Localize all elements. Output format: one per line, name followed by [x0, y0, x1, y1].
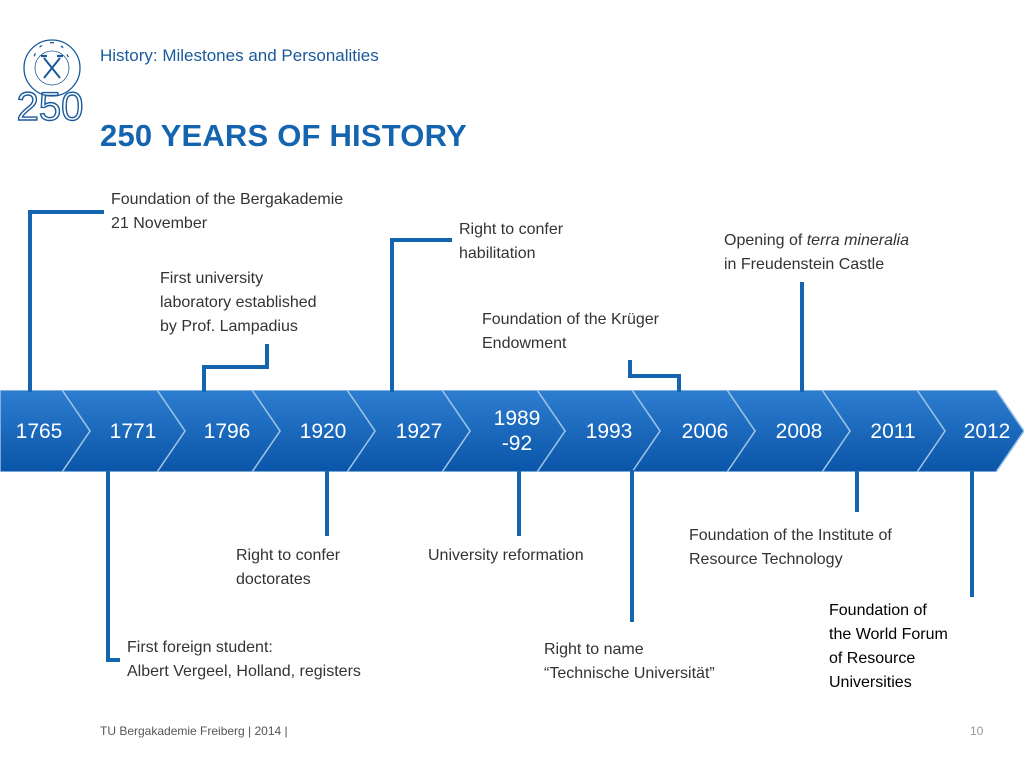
event-2012: Foundation of the World Forum of Resource…	[829, 602, 948, 691]
year-2006: 2006	[681, 419, 729, 443]
year-1993: 1993	[585, 419, 633, 443]
event-1927: Right to confer habilitation	[459, 221, 564, 262]
year-1765: 1765	[15, 419, 63, 443]
year-1989-92: 1989 -92	[493, 407, 541, 455]
year-1796: 1796	[203, 419, 251, 443]
university-logo: 250	[16, 39, 84, 124]
year-1927: 1927	[395, 419, 443, 443]
event-1796: First university laboratory established by…	[160, 270, 317, 335]
year-2011: 2011	[870, 419, 916, 443]
connector-1765	[28, 210, 104, 392]
year-1771: 1771	[109, 419, 157, 443]
year-2008: 2008	[775, 419, 823, 443]
header-title: History: Milestones and Personalities	[100, 46, 379, 65]
event-1920: Right to confer doctorates	[236, 547, 341, 588]
event-1771: First foreign student: Albert Vergeel, Ho…	[127, 639, 361, 680]
event-2006: Foundation of the Krüger Endowment	[482, 311, 660, 352]
timeline-band	[0, 390, 1024, 472]
event-1989-92: University reformation	[428, 547, 584, 564]
year-1920: 1920	[299, 419, 347, 443]
connector-2006	[628, 360, 681, 392]
footer-text: TU Bergakademie Freiberg | 2014 |	[100, 724, 288, 738]
page-number: 10	[970, 724, 984, 738]
logo-number: 250	[17, 85, 84, 124]
connector-1796	[202, 344, 269, 392]
event-1765: Foundation of the Bergakademie 21 Novembe…	[111, 191, 344, 232]
connector-1771	[106, 470, 120, 662]
event-2008: Opening of terra mineralia in Freudenste…	[724, 232, 909, 273]
event-2011: Foundation of the Institute of Resource T…	[689, 527, 892, 568]
year-2012: 2012	[963, 419, 1011, 443]
page-title: 250 YEARS OF HISTORY	[100, 118, 467, 153]
timeline-segment-1765	[0, 390, 91, 472]
connector-1927	[390, 238, 452, 392]
event-1993: Right to name “Technische Universität”	[544, 641, 715, 682]
